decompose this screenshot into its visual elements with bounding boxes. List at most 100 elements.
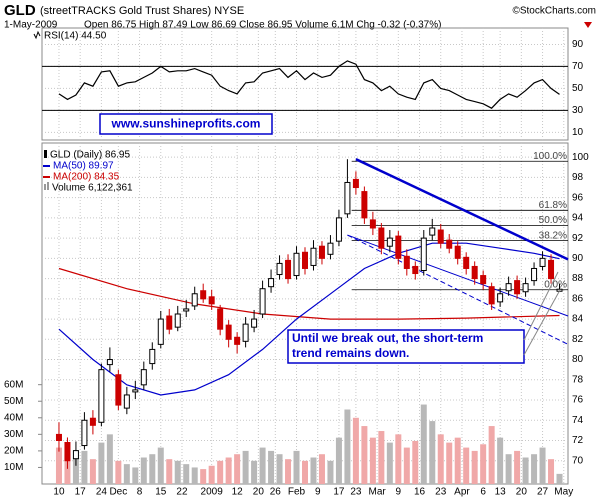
volume-bar [55,447,62,484]
trendline [355,158,569,261]
price-tick-label: 80 [572,354,584,365]
volume-bar [251,460,258,484]
volume-bar [497,437,504,484]
volume-bar [106,434,113,484]
x-tick-label: 10 [53,487,65,498]
candle-body [463,256,470,269]
fib-label: 38.2% [539,230,567,241]
legend-entry: MA(200) 84.35 [53,172,120,183]
volume-bar [310,457,317,484]
volume-bar [217,460,224,484]
volume-bar [480,444,487,484]
website-box [99,113,273,135]
website: www.sunshineprofits.com [111,117,261,131]
candle-body [106,359,113,366]
legend-entry: GLD (Daily) 86.95 [50,150,130,161]
candle-body [548,259,555,280]
price-tick-label: 100 [572,152,589,163]
volume-bar [344,409,351,484]
volume-tick-label: 50M [4,396,23,407]
candle-body [454,245,461,259]
fib-label: 0.0% [544,279,567,290]
annotation-line: Until we break out, the short-term [292,331,483,345]
volume-tick-label: 40M [4,412,23,423]
x-tick-label: 20 [516,487,528,498]
candle-body [217,308,224,330]
volume-bar [556,473,563,484]
candle-body [412,265,419,275]
volume-bar [64,454,71,484]
candle-body [514,280,521,295]
x-tick-label: 23 [350,487,362,498]
rsi-tick-label: 10 [572,127,584,138]
candle-body [123,394,130,409]
candle-body [335,217,342,242]
candle-body [98,369,105,423]
legend-icon [47,182,49,190]
volume-bar [539,447,546,484]
x-tick-label: 22 [176,487,188,498]
price-tick-label: 86 [572,293,584,304]
price-tick-label: 82 [572,334,584,345]
x-tick-label: 20 [253,487,265,498]
volume-bar [157,447,164,484]
fib-label: 100.0% [533,151,567,162]
annotation-box [287,329,525,364]
price-tick-label: 76 [572,395,584,406]
volume-bar [234,454,241,484]
rsi-tick-label: 70 [572,61,584,72]
x-tick-label: Mar [368,487,386,498]
volume-bar [420,404,427,484]
volume-bar [81,450,88,484]
price-tick-label: 94 [572,213,584,224]
x-tick-label: 12 [232,487,244,498]
candle-body [505,283,512,292]
ma50-line [58,242,560,396]
candle-body [531,267,538,282]
volume-bar [89,459,96,484]
volume-bar [259,447,266,484]
candle-body [446,239,453,249]
legend-entry: MA(50) 89.97 [53,161,114,172]
candle-body [429,227,436,236]
candle-body [327,242,334,255]
volume-bar [471,450,478,484]
volume-bar [183,464,190,484]
candle-body [497,293,504,303]
candle-body [539,257,546,267]
volume-bar [268,450,275,484]
rsi-panel [41,27,569,141]
volume-bar [123,464,130,484]
x-tick-label: May [554,487,573,498]
rsi-tick-label: 30 [572,105,584,116]
candle-body [420,237,427,271]
x-tick-label: 17 [333,487,345,498]
volume-bar [352,417,359,484]
x-tick-label: 24 [96,487,108,498]
price-tick-label: 70 [572,455,584,466]
x-tick-label: 17 [75,487,87,498]
volume-bar [522,457,529,484]
x-tick-label: Dec [109,487,127,498]
x-tick-label: 23 [435,487,447,498]
volume-bar [242,450,249,484]
price-tick-label: 78 [572,374,584,385]
volume-bar [140,457,147,484]
candle-body [318,245,325,259]
candle-body [386,237,393,247]
annotation-line: trend remains down. [292,346,409,360]
volume-bar [115,460,122,484]
candle-body [166,315,173,330]
candle-body [234,336,241,345]
candle-body [302,251,308,269]
candle-body [115,374,122,406]
x-tick-label: 15 [155,487,167,498]
x-tick-label: 6 [480,487,486,498]
candle-body [310,247,317,266]
candle-body [251,318,258,328]
volume-bar [488,426,495,484]
candle-body [72,450,79,460]
candle-body [242,323,249,342]
volume-bar [412,440,419,484]
